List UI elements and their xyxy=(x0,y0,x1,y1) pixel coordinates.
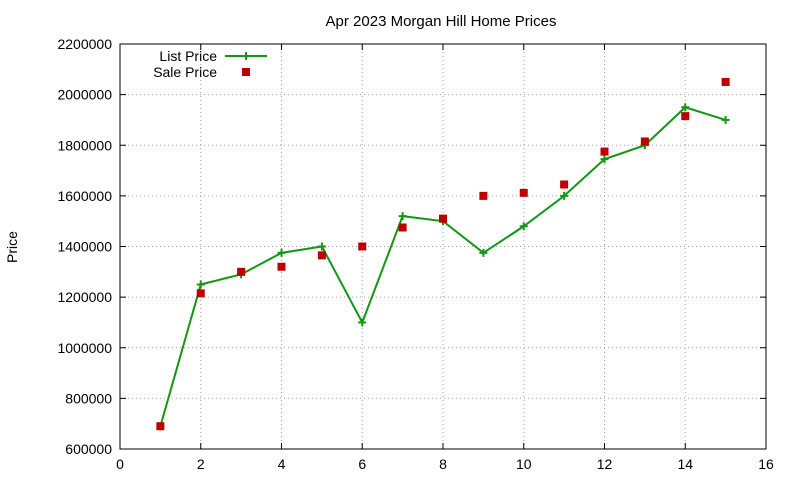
y-axis-label: Price xyxy=(4,231,20,263)
y-tick-label: 1000000 xyxy=(57,340,112,356)
x-tick-label: 16 xyxy=(758,456,774,472)
x-axis-ticks: 0 2 4 6 8 10 12 14 16 xyxy=(116,44,774,472)
sale-price-point xyxy=(721,77,730,86)
list-price-point xyxy=(600,155,609,164)
y-tick-label: 1400000 xyxy=(57,239,112,255)
y-tick-label: 600000 xyxy=(65,441,112,457)
sale-price-point xyxy=(398,223,407,232)
sale-price-point xyxy=(317,251,326,260)
y-tick-label: 1600000 xyxy=(57,188,112,204)
y-tick-label: 2000000 xyxy=(57,87,112,103)
x-tick-label: 4 xyxy=(278,456,286,472)
y-tick-label: 2200000 xyxy=(57,36,112,52)
list-price-line xyxy=(159,106,726,427)
list-price-point xyxy=(277,248,286,257)
sale-price-point xyxy=(560,180,569,189)
list-price-point xyxy=(479,248,488,257)
x-tick-label: 2 xyxy=(197,456,205,472)
sale-price-point xyxy=(600,147,609,156)
list-price-point xyxy=(681,103,690,112)
sale-price-point xyxy=(681,112,690,121)
sale-price-point xyxy=(277,262,286,271)
list-price-point xyxy=(519,222,528,231)
x-tick-label: 10 xyxy=(516,456,532,472)
x-tick-label: 6 xyxy=(358,456,366,472)
list-price-point xyxy=(317,242,326,251)
sale-price-point xyxy=(196,289,205,298)
grid-lines xyxy=(120,44,766,449)
list-price-point xyxy=(721,115,730,124)
x-tick-label: 12 xyxy=(597,456,613,472)
x-tick-label: 8 xyxy=(439,456,447,472)
sale-price-point xyxy=(640,137,649,146)
x-tick-label: 14 xyxy=(677,456,693,472)
chart-title: Apr 2023 Morgan Hill Home Prices xyxy=(326,13,557,30)
y-tick-label: 1800000 xyxy=(57,137,112,153)
sale-price-point xyxy=(479,191,488,200)
list-price-point xyxy=(560,191,569,200)
y-tick-label: 1200000 xyxy=(57,289,112,305)
sale-price-point xyxy=(439,214,447,223)
sale-price-point xyxy=(358,242,367,251)
legend-swatch-sale-price xyxy=(242,68,250,76)
sale-price-point xyxy=(156,422,165,431)
list-price-point xyxy=(196,280,205,289)
sale-price-point xyxy=(237,267,246,276)
sale-price-point xyxy=(519,188,528,197)
legend-label-list-price: List Price xyxy=(159,48,217,64)
legend-marker-list-price xyxy=(242,52,250,60)
list-price-point xyxy=(398,212,407,221)
legend-label-sale-price: Sale Price xyxy=(153,64,217,80)
list-price-point xyxy=(358,318,367,327)
series-layer xyxy=(156,77,730,431)
x-tick-label: 0 xyxy=(116,456,124,472)
y-tick-label: 800000 xyxy=(65,390,112,406)
plot-area-border xyxy=(119,43,767,450)
y-axis-ticks: 600000 800000 1000000 1200000 1400000 1600000… xyxy=(57,36,766,457)
